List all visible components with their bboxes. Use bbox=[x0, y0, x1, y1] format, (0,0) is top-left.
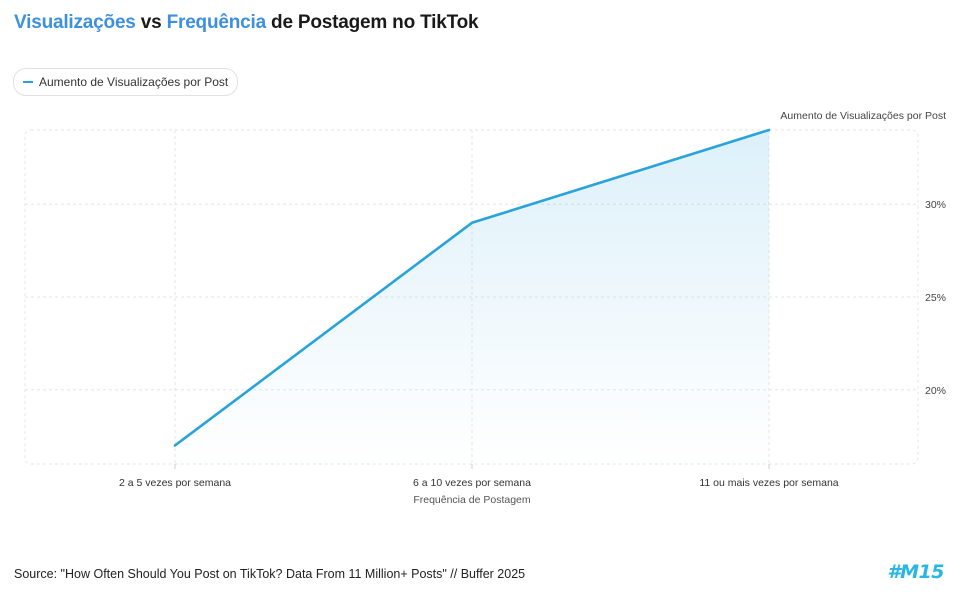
area-fill bbox=[175, 130, 769, 464]
y-tick-label: 20% bbox=[925, 385, 946, 397]
y-tick-label: 25% bbox=[925, 292, 946, 304]
series-line bbox=[173, 128, 771, 447]
title-views: Visualizações bbox=[14, 12, 136, 33]
y-axis-ticks: 20% 25% 30% bbox=[925, 199, 946, 397]
y-axis-title: Aumento de Visualizações por Post bbox=[780, 110, 946, 122]
legend-line-swatch bbox=[23, 81, 33, 83]
title-vs: vs bbox=[135, 12, 167, 33]
brand-logo: #M15 bbox=[887, 561, 944, 583]
x-tick-label: 6 a 10 vezes por semana bbox=[413, 477, 531, 489]
title-rest: de Postagem no TikTok bbox=[265, 12, 479, 33]
legend[interactable]: Aumento de Visualizações por Post bbox=[13, 68, 239, 96]
line-chart: Aumento de Visualizações por Post 20% 25%… bbox=[24, 110, 946, 506]
x-tick-label: 2 a 5 vezes por semana bbox=[119, 477, 231, 489]
x-axis-title: Frequência de Postagem bbox=[413, 494, 531, 506]
legend-label: Aumento de Visualizações por Post bbox=[39, 75, 229, 89]
title-frequency: Frequência bbox=[166, 12, 267, 33]
x-tick-label: 11 ou mais vezes por semana bbox=[699, 477, 838, 489]
chart-title: Visualizações vs Frequência de Postagem … bbox=[14, 12, 479, 34]
y-tick-label: 30% bbox=[925, 199, 946, 211]
x-axis-ticks: 2 a 5 vezes por semana 6 a 10 vezes por s… bbox=[119, 464, 839, 489]
source-note: Source: "How Often Should You Post on Ti… bbox=[14, 567, 526, 581]
